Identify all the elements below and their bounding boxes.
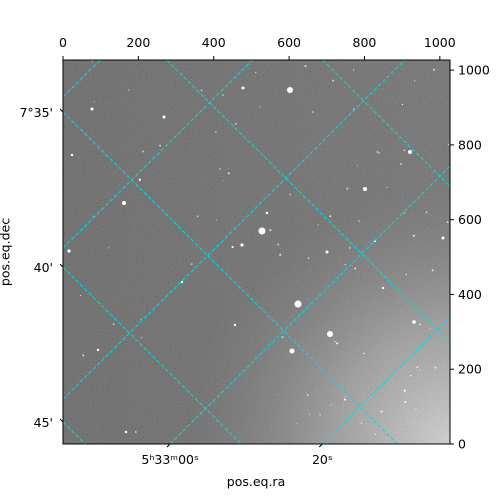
x-axis-label: pos.eq.ra xyxy=(227,474,285,489)
coordinate-grid xyxy=(63,60,450,444)
dec-grid-line xyxy=(63,421,86,444)
x-tick-label: 1000 xyxy=(424,35,456,50)
ra-tick-mark xyxy=(166,443,171,448)
x-tick-label: 800 xyxy=(353,35,377,50)
dec-tick-mark xyxy=(59,108,64,113)
dec-grid-line xyxy=(166,60,450,342)
ra-grid-line xyxy=(63,60,406,400)
y-tick-label: 200 xyxy=(458,362,482,377)
x-tick-label: 0 xyxy=(59,35,67,50)
dec-grid-line xyxy=(63,111,398,444)
dec-tick-label: 45' xyxy=(34,415,53,430)
sky-image xyxy=(63,60,450,444)
dec-tick-label: 7°35' xyxy=(19,105,53,120)
plot-frame xyxy=(62,59,451,445)
ra-tick-mark xyxy=(318,443,323,448)
ra-grid-line xyxy=(63,60,253,249)
x-tick-label: 600 xyxy=(277,35,301,50)
x-tick-label: 200 xyxy=(126,35,150,50)
ra-tick-label: 20ˢ xyxy=(312,452,333,467)
dec-tick-mark xyxy=(59,263,64,268)
y-tick-label: 1000 xyxy=(458,63,490,78)
x-tick-label: 400 xyxy=(202,35,226,50)
ra-tick-label: 5ʰ33ᵐ00ˢ xyxy=(141,452,198,467)
ra-grid-line xyxy=(63,60,101,98)
y-tick-label: 0 xyxy=(458,437,466,452)
y-axis-label: pos.eq.dec xyxy=(0,218,13,286)
y-tick-label: 800 xyxy=(458,137,482,152)
dec-tick-mark xyxy=(59,418,64,423)
y-tick-label: 400 xyxy=(458,287,482,302)
y-tick-label: 600 xyxy=(458,212,482,227)
dec-tick-label: 40' xyxy=(34,260,53,275)
